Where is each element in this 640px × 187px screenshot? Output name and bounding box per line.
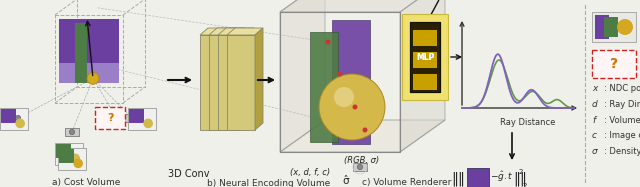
FancyBboxPatch shape bbox=[65, 128, 79, 136]
Circle shape bbox=[15, 115, 20, 121]
Circle shape bbox=[74, 159, 83, 168]
FancyBboxPatch shape bbox=[604, 17, 618, 37]
FancyBboxPatch shape bbox=[413, 52, 437, 68]
Circle shape bbox=[129, 115, 134, 121]
Text: σ: σ bbox=[592, 148, 598, 157]
FancyBboxPatch shape bbox=[1, 109, 17, 123]
Text: Ray Distance: Ray Distance bbox=[500, 117, 556, 126]
Circle shape bbox=[87, 72, 99, 84]
Text: a) Cost Volume: a) Cost Volume bbox=[52, 179, 120, 187]
FancyBboxPatch shape bbox=[410, 22, 440, 92]
Text: : Ray Direction: : Ray Direction bbox=[604, 99, 640, 108]
FancyBboxPatch shape bbox=[410, 22, 440, 92]
FancyBboxPatch shape bbox=[128, 108, 156, 130]
Text: $\Vert$: $\Vert$ bbox=[520, 170, 527, 187]
Text: MLP: MLP bbox=[416, 53, 434, 62]
Text: $2$: $2$ bbox=[518, 168, 524, 177]
Text: σ̂: σ̂ bbox=[342, 176, 349, 186]
Text: MLP: MLP bbox=[416, 53, 434, 62]
FancyBboxPatch shape bbox=[413, 30, 437, 46]
FancyBboxPatch shape bbox=[59, 19, 119, 67]
Text: : Density: : Density bbox=[604, 148, 640, 157]
FancyBboxPatch shape bbox=[95, 107, 125, 129]
Text: (RGB, σ): (RGB, σ) bbox=[344, 156, 379, 165]
FancyBboxPatch shape bbox=[595, 15, 609, 39]
Polygon shape bbox=[400, 0, 445, 152]
FancyBboxPatch shape bbox=[413, 74, 437, 90]
Polygon shape bbox=[209, 28, 245, 35]
FancyBboxPatch shape bbox=[59, 149, 74, 163]
Circle shape bbox=[617, 19, 633, 35]
Polygon shape bbox=[310, 32, 338, 142]
Polygon shape bbox=[200, 35, 228, 130]
Polygon shape bbox=[280, 0, 445, 12]
Text: $-\hat{g}.t$: $-\hat{g}.t$ bbox=[490, 170, 514, 184]
Circle shape bbox=[69, 129, 75, 135]
Polygon shape bbox=[227, 28, 263, 35]
FancyBboxPatch shape bbox=[592, 50, 636, 78]
FancyBboxPatch shape bbox=[56, 144, 72, 158]
Polygon shape bbox=[246, 28, 254, 130]
Text: b) Neural Encoding Volume: b) Neural Encoding Volume bbox=[207, 179, 330, 187]
Text: : Volume feature: : Volume feature bbox=[604, 116, 640, 125]
Text: $\Vert$: $\Vert$ bbox=[513, 170, 520, 187]
Text: $\Vert$: $\Vert$ bbox=[458, 170, 465, 187]
FancyBboxPatch shape bbox=[467, 168, 489, 187]
FancyBboxPatch shape bbox=[413, 30, 437, 46]
Text: (x, d, f, c): (x, d, f, c) bbox=[291, 168, 330, 177]
FancyBboxPatch shape bbox=[75, 23, 87, 83]
Circle shape bbox=[362, 128, 367, 133]
Polygon shape bbox=[227, 35, 255, 130]
Circle shape bbox=[337, 71, 342, 76]
Polygon shape bbox=[280, 120, 445, 152]
Polygon shape bbox=[200, 28, 236, 35]
Polygon shape bbox=[332, 20, 370, 144]
Polygon shape bbox=[280, 0, 325, 152]
Circle shape bbox=[143, 119, 153, 128]
FancyBboxPatch shape bbox=[59, 63, 119, 83]
FancyBboxPatch shape bbox=[592, 12, 636, 42]
FancyBboxPatch shape bbox=[402, 14, 448, 100]
Circle shape bbox=[319, 74, 385, 140]
FancyBboxPatch shape bbox=[0, 108, 28, 130]
Polygon shape bbox=[255, 28, 263, 130]
Text: x: x bbox=[592, 84, 597, 93]
FancyBboxPatch shape bbox=[55, 143, 83, 165]
Circle shape bbox=[357, 164, 363, 170]
FancyBboxPatch shape bbox=[11, 114, 25, 122]
Text: $2$: $2$ bbox=[522, 182, 528, 187]
Polygon shape bbox=[218, 35, 246, 130]
FancyBboxPatch shape bbox=[413, 74, 437, 90]
FancyBboxPatch shape bbox=[129, 109, 145, 123]
Polygon shape bbox=[228, 28, 236, 130]
FancyBboxPatch shape bbox=[125, 114, 139, 122]
Text: f: f bbox=[592, 116, 595, 125]
Circle shape bbox=[353, 105, 358, 110]
Text: ?: ? bbox=[610, 57, 618, 71]
Text: $\Vert$: $\Vert$ bbox=[451, 170, 459, 187]
Text: : NDC position: : NDC position bbox=[604, 84, 640, 93]
Text: d: d bbox=[592, 99, 598, 108]
Polygon shape bbox=[209, 35, 237, 130]
Polygon shape bbox=[237, 28, 245, 130]
Circle shape bbox=[326, 39, 330, 45]
Circle shape bbox=[70, 154, 80, 163]
FancyBboxPatch shape bbox=[353, 163, 367, 171]
FancyBboxPatch shape bbox=[413, 52, 437, 68]
Text: : Image color: : Image color bbox=[604, 131, 640, 140]
Text: ?: ? bbox=[107, 113, 113, 123]
Text: c) Volume Renderer: c) Volume Renderer bbox=[362, 179, 451, 187]
Circle shape bbox=[334, 87, 354, 107]
Text: 3D Conv: 3D Conv bbox=[168, 169, 209, 179]
Polygon shape bbox=[218, 28, 254, 35]
Circle shape bbox=[15, 119, 25, 128]
FancyBboxPatch shape bbox=[58, 148, 86, 170]
Text: c: c bbox=[592, 131, 597, 140]
